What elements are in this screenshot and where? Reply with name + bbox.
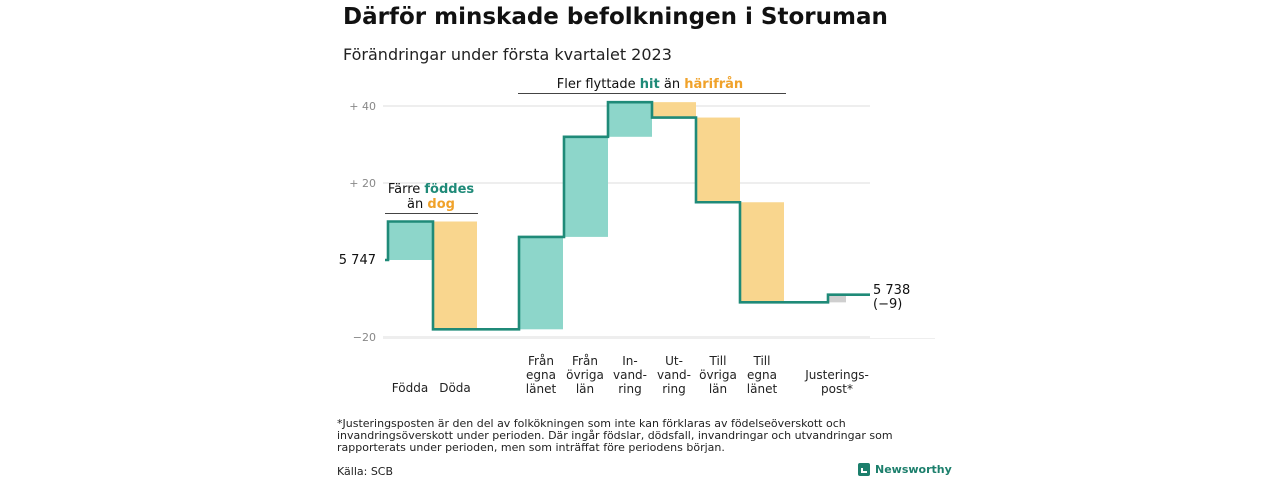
baseline-value-label: 5 747 <box>339 253 376 268</box>
running-total-line <box>385 100 870 331</box>
end-change-label: (−9) <box>873 297 902 312</box>
bar-4 <box>608 102 652 137</box>
annotation-migration-part-1: hit <box>640 77 660 92</box>
category-label-6-1: övriga <box>699 368 737 382</box>
brand-name: Newsworthy <box>875 463 952 476</box>
footnote: *Justeringsposten är den del av folkökni… <box>337 417 893 454</box>
annotation-births-line2-part-1: dog <box>427 197 455 212</box>
annotation-births-line1: Färre föddes <box>388 182 475 197</box>
bar-2 <box>519 236 563 330</box>
category-label-6-2: län <box>709 382 727 396</box>
category-label-2-2: länet <box>526 382 557 396</box>
annotation-migration-part-0: Fler flyttade <box>557 77 640 92</box>
category-label-5-0: Ut- <box>665 354 683 368</box>
category-label-1-0: Döda <box>439 381 471 395</box>
annotation-births-line2: än dog <box>407 197 455 212</box>
chart-subtitle: Förändringar under första kvartalet 2023 <box>343 45 672 64</box>
category-label-7-1: egna <box>747 368 777 382</box>
annotation-births-line2-part-0: än <box>407 197 427 212</box>
category-label-8-0: Justerings- <box>804 368 869 382</box>
bar-1 <box>433 221 477 330</box>
category-label-7-0: Till <box>753 354 771 368</box>
category-label-4-2: ring <box>618 382 642 396</box>
annotation-births-line1-part-0: Färre <box>388 182 425 197</box>
bar-5 <box>652 102 696 118</box>
category-label-2-1: egna <box>526 368 556 382</box>
brand-logo: Newsworthy <box>858 463 952 476</box>
bar-8 <box>828 294 846 303</box>
category-label-7-2: länet <box>747 382 778 396</box>
annotation-migration: Fler flyttade hit än härifrån <box>557 77 743 92</box>
category-label-6-0: Till <box>709 354 727 368</box>
y-tick-label-1: + 20 <box>349 177 376 190</box>
category-label-4-1: vand- <box>613 368 647 382</box>
bar-3 <box>564 136 608 237</box>
category-label-5-1: vand- <box>657 368 691 382</box>
bar-7 <box>740 202 784 303</box>
source-label: Källa: SCB <box>337 465 394 478</box>
annotation-births-line1-part-1: föddes <box>424 182 474 197</box>
chart-title: Därför minskade befolkningen i Storuman <box>343 4 888 30</box>
y-tick-label-0: + 40 <box>349 100 376 113</box>
chart-icon <box>858 463 870 476</box>
category-label-2-0: Från <box>528 354 554 368</box>
annotation-migration-part-2: än <box>660 77 684 92</box>
category-label-3-1: övriga <box>566 368 604 382</box>
bar-6 <box>696 117 740 203</box>
category-label-3-0: Från <box>572 354 598 368</box>
y-tick-label-2: −20 <box>353 331 376 344</box>
end-value-label: 5 738 <box>873 283 910 298</box>
bar-0 <box>388 221 432 260</box>
category-label-4-0: In- <box>622 354 637 368</box>
category-label-0-0: Födda <box>392 381 428 395</box>
category-label-8-1: post* <box>821 382 853 396</box>
category-label-5-2: ring <box>662 382 686 396</box>
annotation-migration-part-3: härifrån <box>684 77 743 92</box>
category-label-3-2: län <box>576 382 594 396</box>
